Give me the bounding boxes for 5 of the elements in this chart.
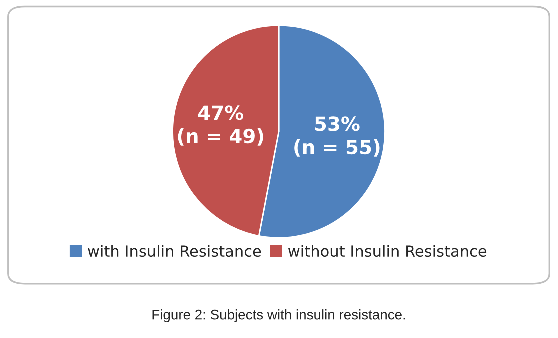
legend-label: without Insulin Resistance <box>288 245 487 258</box>
caption: Figure 2: Subjects with insulin resistance. <box>152 310 406 323</box>
legend-label: with Insulin Resistance <box>88 245 262 258</box>
data-label: 47% (n = 49) <box>178 106 264 146</box>
data-label: 53% (n = 55) <box>294 116 380 157</box>
